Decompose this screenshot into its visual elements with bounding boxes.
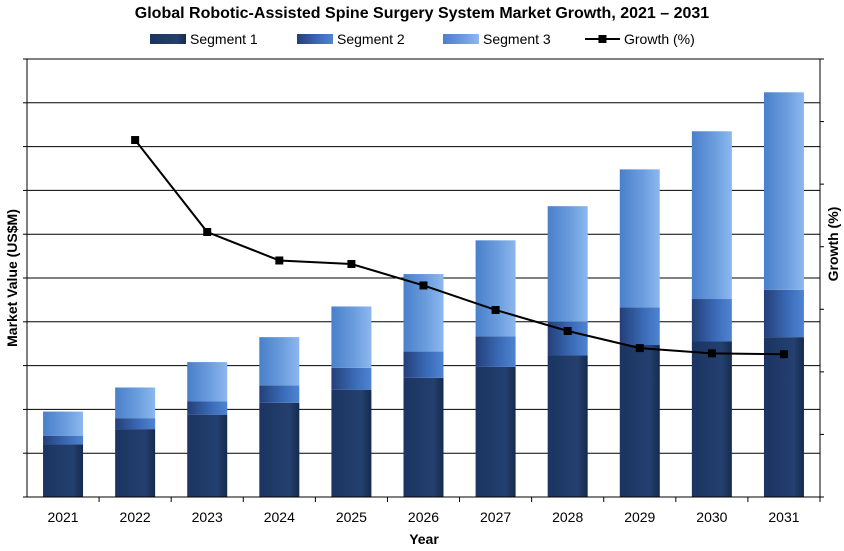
x-tick-label-2023: 2023 <box>192 509 223 525</box>
x-axis-label: Year <box>409 531 439 547</box>
growth-point <box>419 281 428 290</box>
legend-label: Segment 3 <box>483 31 551 47</box>
bar-1-2021 <box>43 444 84 497</box>
growth-point <box>131 136 140 145</box>
bar-1-2027 <box>475 366 516 497</box>
bar-1-2022 <box>115 429 156 497</box>
bar-3-2023 <box>187 362 228 402</box>
growth-point <box>635 344 644 353</box>
growth-point <box>563 326 572 335</box>
bar-1-2023 <box>187 414 228 497</box>
axes: 2021 2022 2023 2024 2025 2026 2027 2028 2029 2030… <box>23 58 824 525</box>
growth-point <box>275 256 284 265</box>
growth-point <box>203 228 212 237</box>
x-tick-label-2028: 2028 <box>552 509 583 525</box>
y-axis-label: Market Value (US$M) <box>4 209 20 347</box>
bar-3-2029 <box>619 169 660 308</box>
legend-label: Segment 1 <box>190 31 258 47</box>
legend-item-growth: Growth (%) <box>585 31 695 47</box>
growth-point <box>491 305 500 314</box>
bar-2-2021 <box>43 435 84 445</box>
bar-2-2024 <box>259 385 300 403</box>
legend-label: Segment 2 <box>337 31 405 47</box>
bar-3-2031 <box>763 92 804 290</box>
x-tick-label-2030: 2030 <box>696 509 727 525</box>
x-tick-label-2026: 2026 <box>408 509 439 525</box>
x-tick-label-2021: 2021 <box>47 509 78 525</box>
x-tick-label-2025: 2025 <box>336 509 367 525</box>
x-tick-label-2029: 2029 <box>624 509 655 525</box>
bar-2-2030 <box>691 299 732 342</box>
legend: Segment 1 Segment 2 Segment 3 Growth (%) <box>150 31 695 47</box>
bar-2-2026 <box>403 351 444 378</box>
bar-3-2024 <box>259 337 300 386</box>
x-tick-label-2027: 2027 <box>480 509 511 525</box>
x-tick-label-2024: 2024 <box>264 509 295 525</box>
bar-1-2030 <box>691 341 732 497</box>
legend-item-segment-3: Segment 3 <box>443 31 551 47</box>
bar-1-2026 <box>403 377 444 497</box>
y2-axis-label: Growth (%) <box>825 207 841 282</box>
legend-item-segment-2: Segment 2 <box>297 31 405 47</box>
bar-2-2025 <box>331 367 372 390</box>
growth-point <box>347 259 356 268</box>
growth-point <box>779 350 788 359</box>
x-tick-label-2031: 2031 <box>768 509 799 525</box>
bar-3-2030 <box>691 131 732 300</box>
bar-1-2031 <box>763 337 804 497</box>
legend-swatch <box>443 34 479 44</box>
bar-1-2025 <box>331 389 372 497</box>
bar-3-2022 <box>115 387 156 419</box>
x-tick-label-2022: 2022 <box>120 509 151 525</box>
bar-3-2025 <box>331 306 372 368</box>
chart-title: Global Robotic-Assisted Spine Surgery Sy… <box>135 5 710 22</box>
bar-3-2021 <box>43 411 84 436</box>
bar-2-2027 <box>475 336 516 367</box>
growth-line <box>131 136 788 359</box>
bar-2-2029 <box>619 307 660 346</box>
legend-label: Growth (%) <box>624 31 695 47</box>
bar-3-2027 <box>475 240 516 337</box>
legend-marker <box>598 35 607 43</box>
bar-2-2031 <box>763 289 804 338</box>
growth-line-path <box>134 139 784 356</box>
growth-point <box>707 349 716 358</box>
legend-item-segment-1: Segment 1 <box>150 31 258 47</box>
legend-swatch <box>150 34 186 44</box>
bars <box>43 92 804 497</box>
bar-1-2024 <box>259 402 300 497</box>
bar-1-2029 <box>619 345 660 497</box>
bar-1-2028 <box>547 355 588 497</box>
legend-swatch <box>297 34 333 44</box>
bar-3-2028 <box>547 206 588 322</box>
bar-2-2022 <box>115 418 156 430</box>
bar-2-2023 <box>187 401 228 415</box>
